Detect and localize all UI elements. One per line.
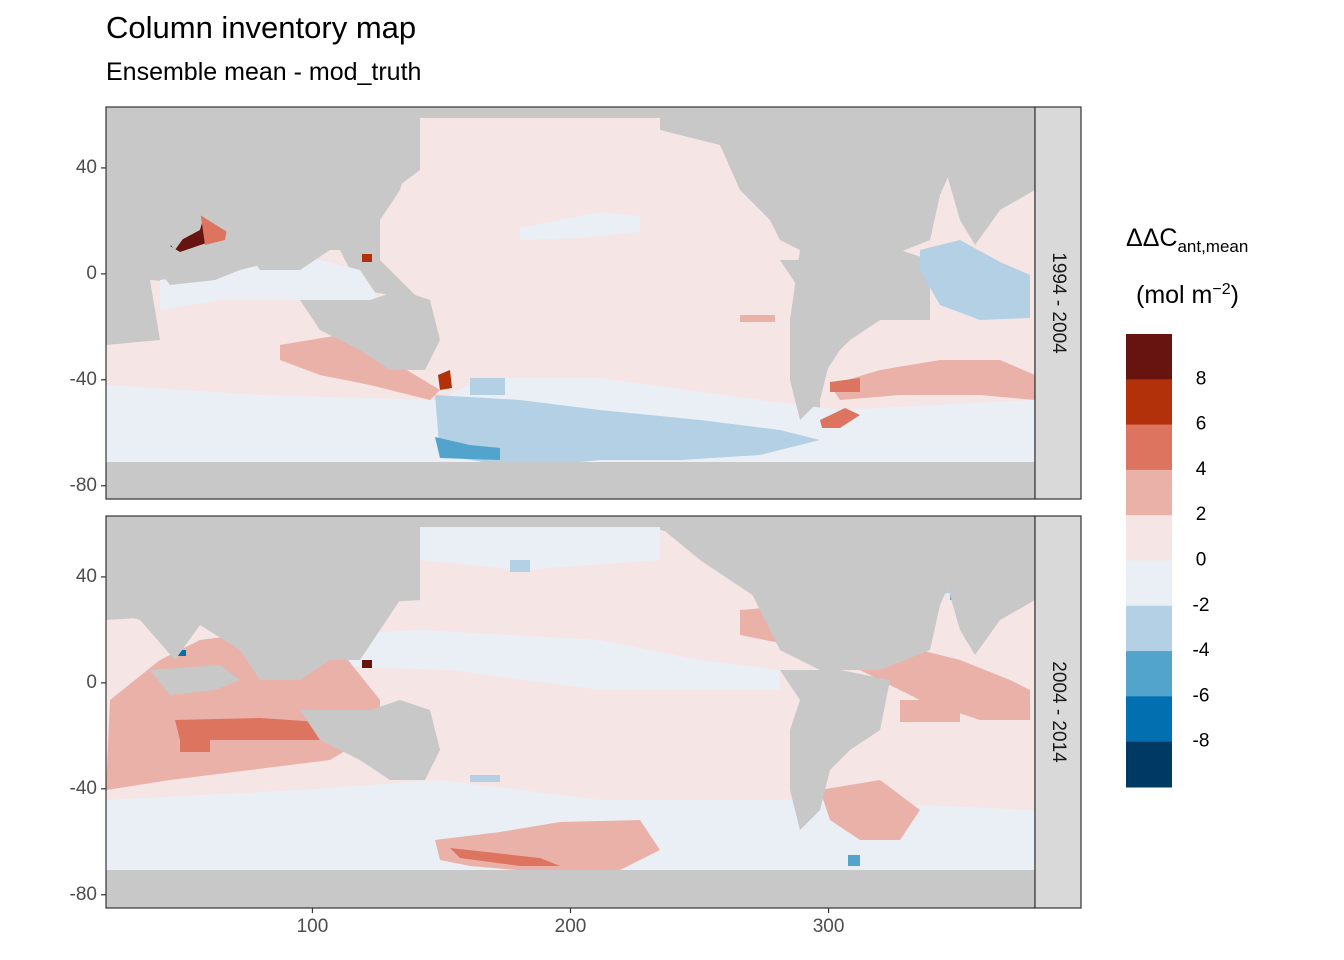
legend-swatch: [1126, 651, 1172, 697]
legend-label: 4: [1196, 459, 1207, 480]
strip-label-1994-2004: 1994 - 2004: [1048, 252, 1069, 354]
legend-title-sub: ant,mean: [1177, 237, 1249, 256]
y-tick-label: 40: [76, 157, 97, 178]
legend-label: 8: [1196, 368, 1207, 389]
legend-swatch: [1126, 560, 1172, 607]
axes: 40 0 -40 -80 40 0 -40 -80 100 200 300: [70, 157, 845, 937]
legend-swatch: [1126, 515, 1172, 561]
strip-label-2004-2014: 2004 - 2014: [1048, 661, 1069, 763]
strip-box: [1034, 515, 1082, 909]
legend-label: -8: [1193, 731, 1210, 752]
legend-title: ΔΔCant,mean: [1126, 224, 1249, 256]
legend-colorbar: 8 6 4 2 0 -2 -4 -6 -8: [1126, 334, 1210, 788]
legend-swatch: [1126, 469, 1172, 516]
panel-2004-2014: [106, 516, 1035, 908]
y-tick-label: 0: [86, 263, 97, 284]
legend-label: 0: [1196, 550, 1207, 571]
land-layer: [106, 516, 1035, 908]
chart-title: Column inventory map: [106, 10, 417, 45]
x-tick-label: 100: [297, 916, 329, 937]
legend-swatch: [1126, 379, 1172, 426]
legend-unit-close: ): [1230, 281, 1239, 309]
legend-unit: (mol m−2): [1136, 282, 1239, 308]
legend-swatch: [1126, 696, 1172, 743]
legend-label: -2: [1193, 595, 1210, 616]
x-tick-label: 200: [555, 916, 587, 937]
legend-title-main: ΔΔC: [1126, 224, 1178, 252]
land-layer: [106, 107, 1035, 499]
y-tick-label: -80: [70, 884, 97, 905]
y-tick-label: -80: [70, 475, 97, 496]
legend-swatch: [1126, 741, 1172, 788]
chart-subtitle: Ensemble mean - mod_truth: [106, 58, 422, 86]
legend-unit-main: (mol m: [1136, 281, 1213, 309]
y-tick-label: 0: [86, 672, 97, 693]
y-tick-label: -40: [70, 778, 97, 799]
legend-label: 6: [1196, 414, 1207, 435]
x-tick-label: 300: [813, 916, 845, 937]
strip-box: [1034, 106, 1082, 500]
legend-swatch: [1126, 605, 1172, 652]
legend-label: 2: [1196, 504, 1207, 525]
panel-1994-2004: [106, 107, 1035, 499]
y-tick-label: 40: [76, 566, 97, 587]
legend-swatch: [1126, 334, 1172, 380]
y-tick-label: -40: [70, 369, 97, 390]
legend-unit-sup: −2: [1212, 281, 1231, 298]
legend-swatch: [1126, 424, 1172, 471]
legend-label: -4: [1193, 640, 1210, 661]
legend-label: -6: [1193, 685, 1210, 706]
